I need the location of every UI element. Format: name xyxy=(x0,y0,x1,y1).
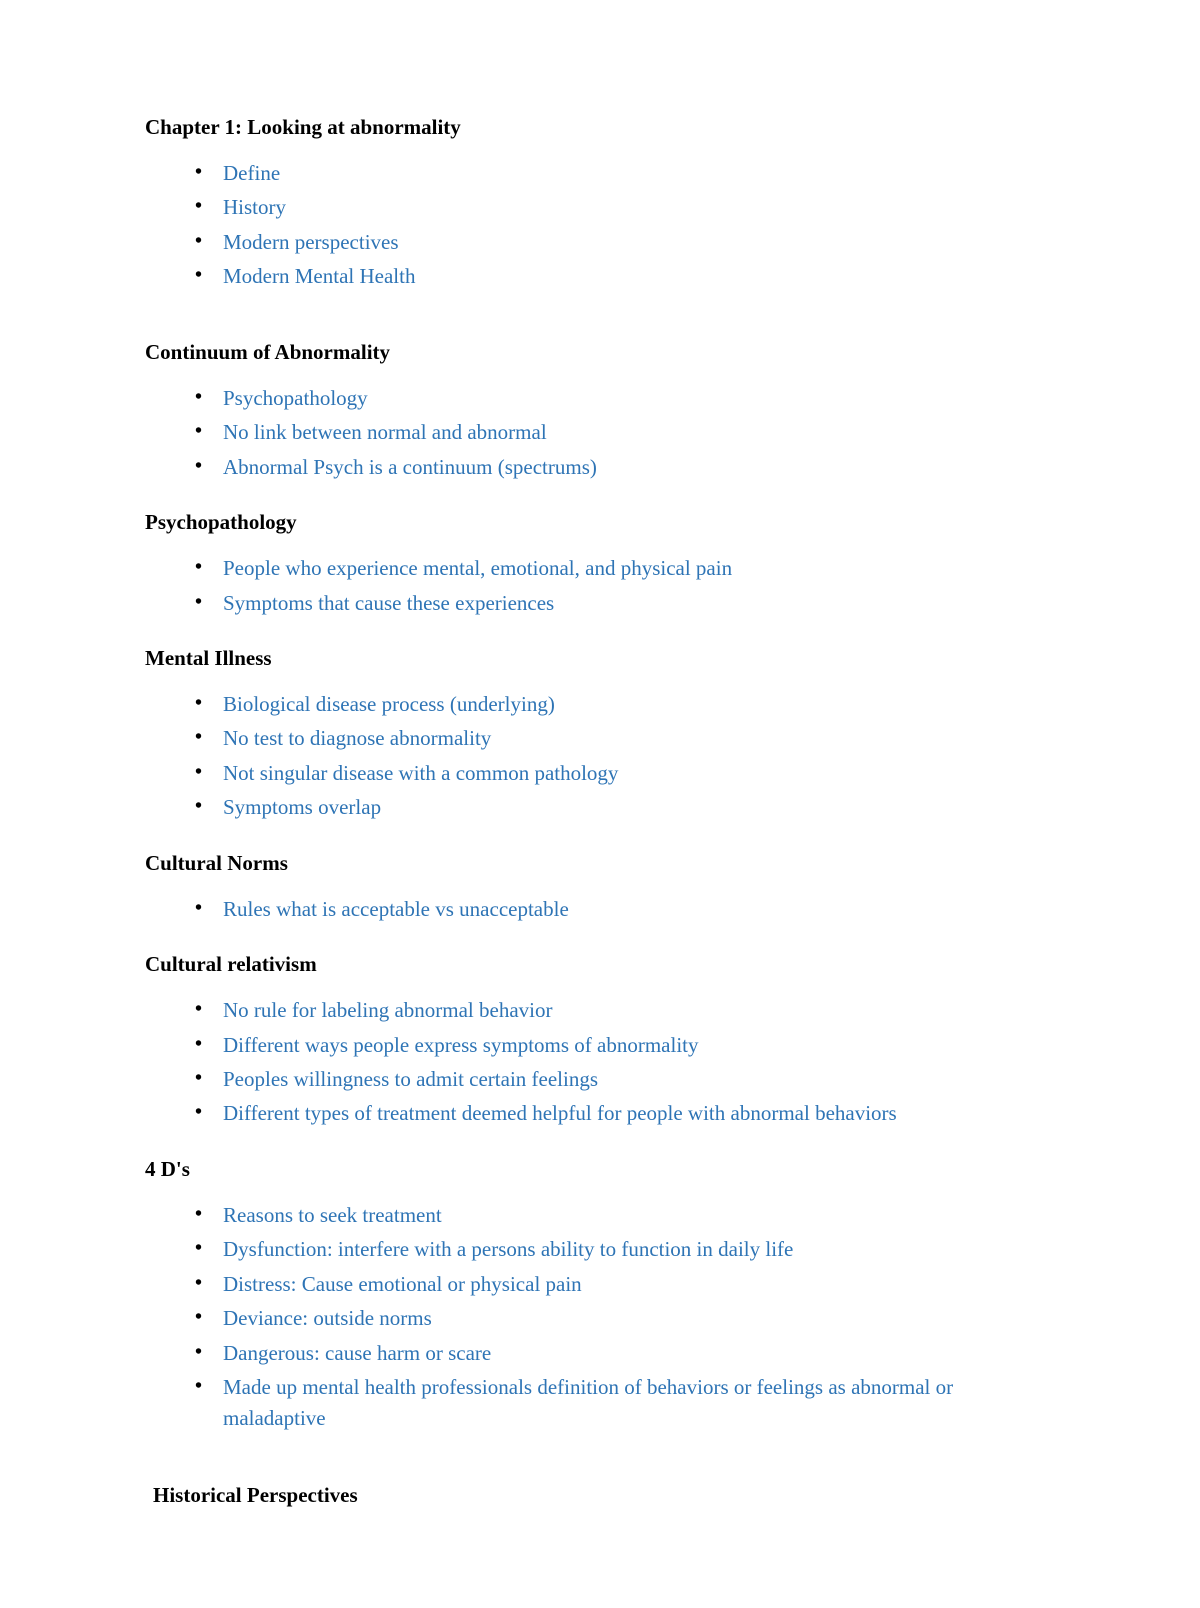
list-item: Rules what is acceptable vs unacceptable xyxy=(195,894,1055,924)
list-item: Different ways people express symptoms o… xyxy=(195,1030,1055,1060)
section-heading: Continuum of Abnormality xyxy=(145,340,1055,365)
list-item: Modern Mental Health xyxy=(195,261,1055,291)
section-heading: Psychopathology xyxy=(145,510,1055,535)
list-item: Symptoms that cause these experiences xyxy=(195,588,1055,618)
list-item: No test to diagnose abnormality xyxy=(195,723,1055,753)
section-heading: Cultural Norms xyxy=(145,851,1055,876)
bullet-list: Define History Modern perspectives Modern M… xyxy=(145,158,1055,292)
bullet-list: Psychopathology No link between normal an… xyxy=(145,383,1055,482)
list-item: No rule for labeling abnormal behavior xyxy=(195,995,1055,1025)
list-item: Distress: Cause emotional or physical pa… xyxy=(195,1269,1055,1299)
bullet-list: Reasons to seek treatment Dysfunction: in… xyxy=(145,1200,1055,1433)
section-heading: Mental Illness xyxy=(145,646,1055,671)
list-item: History xyxy=(195,192,1055,222)
list-item: Biological disease process (underlying) xyxy=(195,689,1055,719)
section-heading: 4 D's xyxy=(145,1157,1055,1182)
list-item: Reasons to seek treatment xyxy=(195,1200,1055,1230)
list-item: Different types of treatment deemed help… xyxy=(195,1098,1055,1128)
bullet-list: No rule for labeling abnormal behavior Di… xyxy=(145,995,1055,1129)
list-item: Dysfunction: interfere with a persons ab… xyxy=(195,1234,1055,1264)
list-item: Psychopathology xyxy=(195,383,1055,413)
section-heading: Historical Perspectives xyxy=(145,1483,1055,1508)
section-heading: Chapter 1: Looking at abnormality xyxy=(145,115,1055,140)
list-item: Made up mental health professionals defi… xyxy=(195,1372,1055,1433)
list-item: Symptoms overlap xyxy=(195,792,1055,822)
document-body: Chapter 1: Looking at abnormality Define H… xyxy=(145,115,1055,1508)
list-item: Dangerous: cause harm or scare xyxy=(195,1338,1055,1368)
list-item: People who experience mental, emotional,… xyxy=(195,553,1055,583)
bullet-list: Rules what is acceptable vs unacceptable xyxy=(145,894,1055,924)
list-item: Define xyxy=(195,158,1055,188)
bullet-list: Biological disease process (underlying) N… xyxy=(145,689,1055,823)
bullet-list: People who experience mental, emotional,… xyxy=(145,553,1055,618)
list-item: Peoples willingness to admit certain fee… xyxy=(195,1064,1055,1094)
list-item: No link between normal and abnormal xyxy=(195,417,1055,447)
section-heading: Cultural relativism xyxy=(145,952,1055,977)
list-item: Modern perspectives xyxy=(195,227,1055,257)
list-item: Deviance: outside norms xyxy=(195,1303,1055,1333)
list-item: Not singular disease with a common patho… xyxy=(195,758,1055,788)
list-item: Abnormal Psych is a continuum (spectrums… xyxy=(195,452,1055,482)
